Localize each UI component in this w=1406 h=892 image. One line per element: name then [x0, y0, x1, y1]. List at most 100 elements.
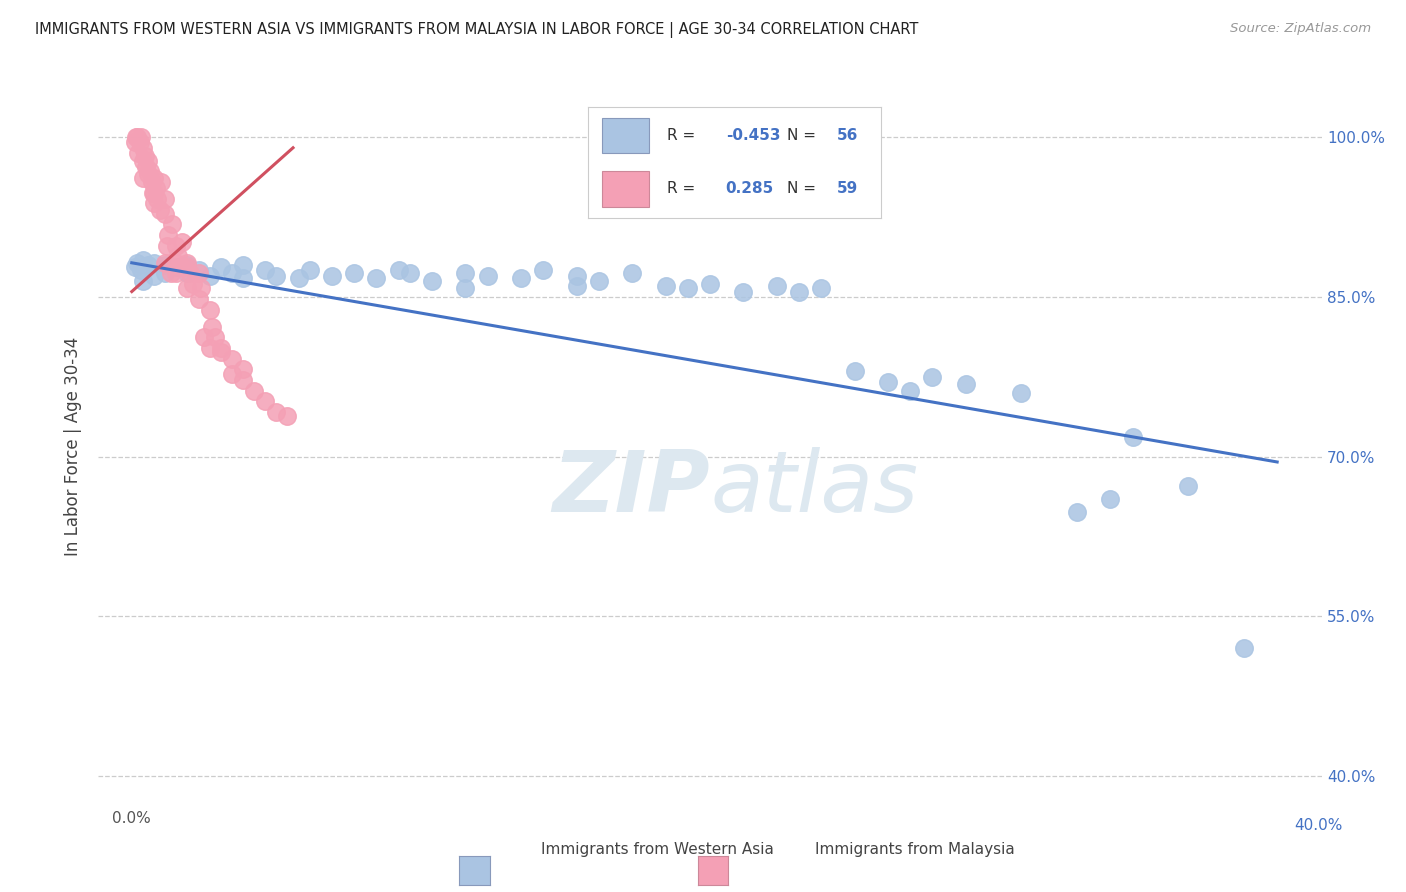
Point	[477, 268, 499, 283]
Point	[201, 319, 224, 334]
Point	[266, 405, 288, 419]
Point	[321, 268, 343, 283]
Point	[232, 270, 254, 285]
Point	[733, 285, 755, 299]
Point	[298, 263, 321, 277]
Point	[190, 281, 212, 295]
Point	[1177, 479, 1199, 493]
Point	[143, 196, 166, 211]
Text: Source: ZipAtlas.com: Source: ZipAtlas.com	[1230, 22, 1371, 36]
Point	[254, 263, 277, 277]
Point	[170, 260, 193, 274]
Y-axis label: In Labor Force | Age 30-34: In Labor Force | Age 30-34	[65, 336, 83, 556]
Point	[187, 292, 209, 306]
Point	[142, 186, 165, 200]
Point	[159, 267, 181, 281]
Point	[193, 330, 215, 344]
Point	[179, 267, 201, 281]
Point	[810, 281, 832, 295]
Point	[510, 270, 533, 285]
Point	[366, 270, 388, 285]
Point	[276, 409, 298, 424]
Point	[1122, 430, 1144, 444]
Point	[254, 394, 277, 409]
Point	[787, 285, 810, 299]
Point	[157, 228, 180, 243]
Text: atlas: atlas	[710, 447, 918, 531]
Point	[176, 267, 198, 281]
Text: IMMIGRANTS FROM WESTERN ASIA VS IMMIGRANTS FROM MALAYSIA IN LABOR FORCE | AGE 30: IMMIGRANTS FROM WESTERN ASIA VS IMMIGRAN…	[35, 22, 918, 38]
Point	[143, 186, 166, 200]
Point	[266, 268, 288, 283]
Point	[127, 130, 149, 145]
Point	[209, 260, 232, 274]
Point	[167, 249, 190, 263]
Point	[955, 377, 977, 392]
Point	[420, 274, 443, 288]
Point	[138, 164, 160, 178]
Point	[176, 260, 198, 274]
Point	[127, 256, 149, 270]
Point	[138, 258, 160, 272]
Point	[165, 267, 187, 281]
Point	[125, 130, 148, 145]
Point	[198, 341, 221, 355]
Point	[132, 153, 155, 168]
Text: Immigrants from Malaysia: Immigrants from Malaysia	[815, 842, 1015, 856]
Point	[165, 260, 187, 274]
Point	[232, 362, 254, 376]
Point	[1233, 641, 1256, 656]
Point	[621, 267, 644, 281]
Point	[699, 277, 721, 292]
Point	[187, 267, 209, 281]
Point	[921, 369, 943, 384]
Point	[221, 267, 243, 281]
Point	[232, 258, 254, 272]
Point	[132, 170, 155, 185]
Point	[221, 367, 243, 381]
Point	[1099, 492, 1122, 507]
Point	[765, 279, 787, 293]
Point	[676, 281, 699, 295]
Text: Immigrants from Western Asia: Immigrants from Western Asia	[541, 842, 775, 856]
Point	[143, 170, 166, 185]
Point	[454, 281, 477, 295]
Point	[149, 175, 172, 189]
Point	[588, 274, 610, 288]
Point	[221, 351, 243, 366]
Point	[176, 281, 198, 295]
Point	[398, 267, 420, 281]
Point	[143, 268, 166, 283]
Point	[209, 341, 232, 355]
Point	[565, 279, 588, 293]
Point	[170, 235, 193, 249]
Point	[388, 263, 411, 277]
Point	[138, 168, 160, 182]
Point	[153, 192, 176, 206]
Point	[844, 364, 866, 378]
Point	[138, 153, 160, 168]
Point	[176, 258, 198, 272]
Point	[146, 192, 169, 206]
Point	[132, 274, 155, 288]
Point	[124, 136, 146, 150]
Point	[149, 202, 172, 217]
Point	[204, 330, 226, 344]
Point	[134, 149, 156, 163]
Point	[143, 256, 166, 270]
Point	[132, 252, 155, 267]
Point	[1010, 385, 1032, 400]
Point	[565, 268, 588, 283]
Point	[181, 277, 204, 292]
Point	[128, 136, 150, 150]
Point	[343, 267, 366, 281]
Point	[877, 375, 900, 389]
Point	[287, 270, 309, 285]
Point	[135, 160, 157, 174]
Point	[129, 130, 152, 145]
Point	[132, 141, 155, 155]
Point	[198, 302, 221, 317]
Point	[160, 218, 183, 232]
Point	[153, 256, 176, 270]
Point	[124, 260, 146, 274]
